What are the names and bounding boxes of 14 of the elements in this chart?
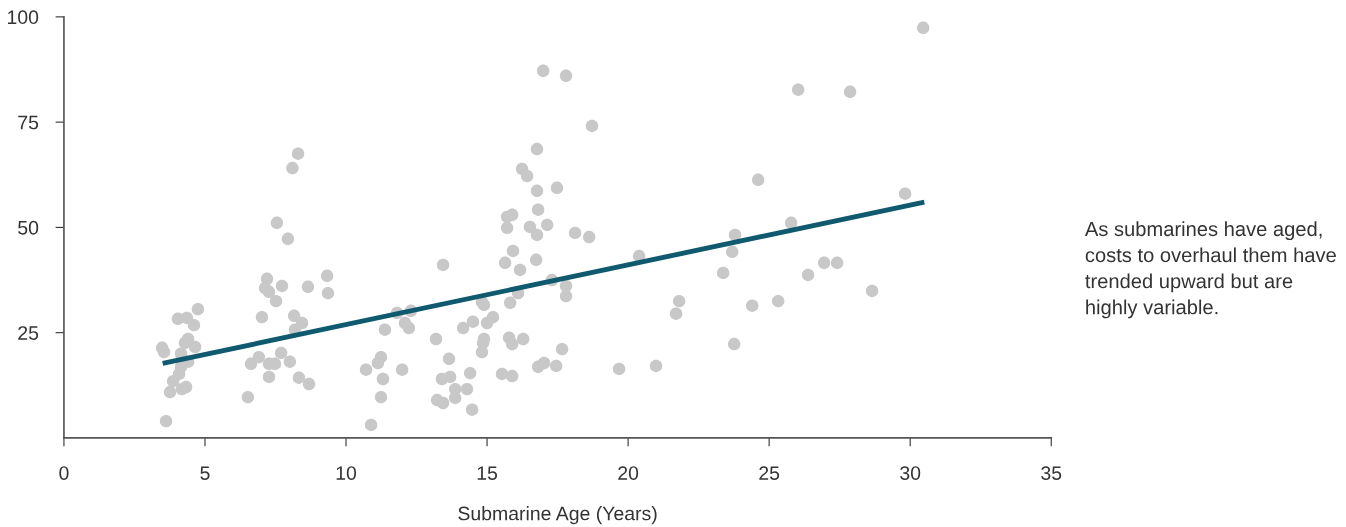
y-tick-label: 50 [18, 220, 39, 235]
y-tick-label: 75 [18, 115, 39, 130]
x-tick-label: 25 [759, 466, 780, 480]
text: As submarines have aged, costs to overhaul them have trended upward but are highly variable. [1084, 221, 1336, 319]
y-tick-label: 100 [7, 10, 39, 25]
x-tick-label: 10 [336, 466, 357, 480]
x-tick-label: 30 [900, 466, 921, 480]
x-tick-label: 15 [477, 466, 498, 480]
x-tick-label: 0 [59, 466, 69, 480]
y-tick-label: 25 [18, 326, 39, 340]
x-tick-label: 35 [1041, 466, 1062, 480]
x-tick-label: 5 [200, 466, 210, 480]
x-tick-label: 20 [618, 466, 639, 480]
x-axis-title: Submarine Age (Years) [458, 506, 657, 525]
